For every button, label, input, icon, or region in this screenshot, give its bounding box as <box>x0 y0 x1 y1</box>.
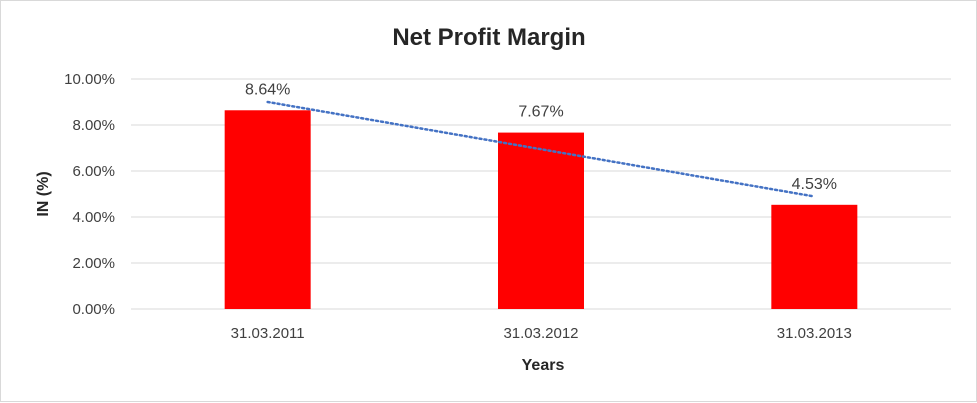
trendline-group <box>266 100 816 198</box>
x-axis-tick-labels: 31.03.2011 31.03.2012 31.03.2013 <box>231 325 852 342</box>
y-tick-label: 8.00% <box>72 117 115 134</box>
y-tick-label: 10.00% <box>64 71 115 88</box>
y-tick-label: 0.00% <box>72 301 115 318</box>
x-tick-label: 31.03.2011 <box>231 325 305 342</box>
bar <box>224 110 311 309</box>
bar <box>498 132 584 309</box>
data-label: 8.64% <box>245 81 290 98</box>
y-tick-label: 2.00% <box>72 255 115 272</box>
chart-title: Net Profit Margin <box>392 24 585 51</box>
data-label: 7.67% <box>518 104 563 121</box>
x-tick-label: 31.03.2012 <box>503 325 578 342</box>
y-axis-tick-labels: 0.00% 2.00% 4.00% 6.00% 8.00% 10.00% <box>64 71 115 318</box>
y-tick-label: 4.00% <box>72 209 115 226</box>
y-tick-label: 6.00% <box>72 163 115 180</box>
x-tick-label: 31.03.2013 <box>777 325 852 342</box>
y-axis-title: IN (%) <box>35 171 52 216</box>
data-labels: 8.64% 7.67% 4.53% <box>245 81 837 193</box>
x-axis-title: Years <box>522 357 565 374</box>
bar <box>771 204 858 309</box>
bars <box>224 110 858 309</box>
data-label: 4.53% <box>792 176 837 193</box>
trendline <box>266 100 816 198</box>
